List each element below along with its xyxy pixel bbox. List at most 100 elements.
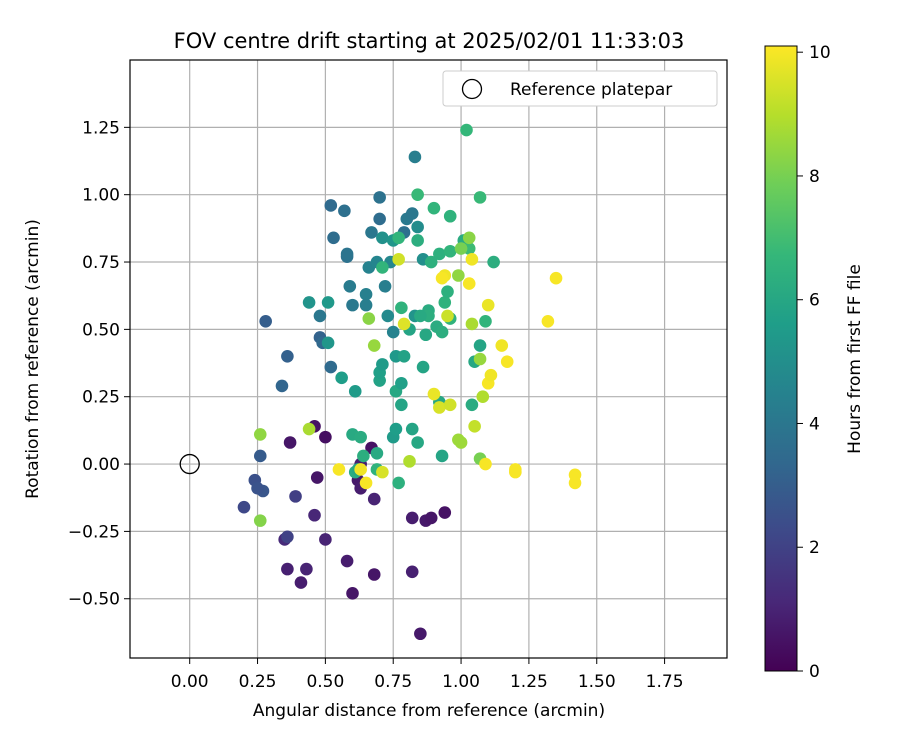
data-point: [465, 398, 479, 412]
data-point: [308, 508, 321, 522]
data-point: [479, 457, 492, 471]
data-point: [354, 463, 367, 476]
data-point: [479, 314, 492, 328]
data-point: [348, 385, 362, 398]
y-tick-label: 0.75: [82, 253, 120, 273]
data-point: [253, 428, 267, 441]
data-point: [411, 220, 424, 234]
data-point: [473, 352, 487, 366]
data-point: [443, 398, 457, 412]
y-tick-label: 0.25: [82, 388, 120, 408]
data-point: [310, 471, 324, 484]
data-point: [452, 269, 465, 282]
data-point: [289, 490, 302, 503]
x-tick-label: 0.75: [374, 672, 412, 692]
data-point: [378, 279, 392, 293]
colorbar-gradient: [764, 45, 798, 672]
data-point: [338, 204, 351, 218]
data-point: [495, 339, 509, 352]
data-point: [365, 226, 378, 239]
data-point: [332, 463, 346, 476]
data-point: [367, 339, 381, 352]
data-point: [302, 422, 316, 436]
data-point: [481, 298, 495, 312]
data-point: [283, 436, 297, 449]
data-point: [373, 191, 386, 204]
data-point: [411, 234, 424, 247]
data-point: [443, 209, 457, 223]
colorbar-tick-label: 2: [809, 538, 820, 558]
data-point: [454, 242, 468, 255]
data-point: [438, 296, 452, 309]
data-point: [465, 317, 479, 331]
data-point: [354, 430, 367, 444]
data-point: [405, 511, 419, 525]
data-points: [179, 123, 582, 641]
data-point: [414, 627, 427, 641]
y-axis-ticks: −0.50 −0.25 0.00 0.25 0.50 0.75 1.00 1.25: [68, 118, 130, 610]
data-point: [397, 317, 411, 331]
data-point: [281, 530, 294, 544]
data-point: [259, 314, 272, 328]
data-point: [462, 277, 476, 290]
colorbar-label: Hours from first FF file: [845, 264, 865, 454]
x-tick-label: 1.25: [510, 672, 548, 692]
data-point: [367, 492, 381, 506]
data-point: [441, 309, 454, 323]
y-tick-label: 0.00: [82, 455, 120, 475]
colorbar: 0 2 4 6 8 10 Hours from first FF file: [764, 43, 865, 682]
data-point: [319, 533, 332, 546]
data-point: [275, 379, 289, 393]
data-point: [462, 231, 476, 245]
data-point: [253, 449, 267, 463]
data-point: [568, 476, 582, 490]
x-tick-label: 0.00: [171, 672, 209, 692]
data-point: [416, 360, 430, 374]
data-point: [509, 465, 522, 479]
colorbar-ticks: 0 2 4 6 8 10: [797, 43, 831, 682]
data-point: [397, 350, 411, 363]
x-tick-label: 0.50: [306, 672, 344, 692]
x-tick-label: 1.00: [442, 672, 480, 692]
data-point: [300, 562, 313, 576]
data-point: [395, 398, 408, 412]
data-point: [359, 298, 373, 312]
y-tick-label: −0.50: [68, 590, 120, 610]
data-point: [376, 358, 389, 371]
x-tick-label: 1.50: [578, 672, 616, 692]
colorbar-tick-label: 8: [809, 167, 820, 187]
chart-title: FOV centre drift starting at 2025/02/01 …: [174, 29, 685, 53]
data-point: [389, 422, 403, 436]
data-point: [362, 312, 376, 325]
x-axis-label: Angular distance from reference (arcmin): [253, 701, 605, 721]
data-point: [452, 433, 465, 447]
legend: Reference platepar: [442, 70, 718, 107]
data-point: [411, 436, 424, 449]
data-point: [427, 387, 441, 401]
data-point: [313, 309, 327, 323]
data-point: [357, 449, 370, 463]
data-point: [340, 247, 354, 261]
data-point: [395, 376, 408, 390]
data-point: [376, 231, 389, 245]
data-point: [500, 355, 514, 368]
data-point: [487, 255, 500, 269]
data-point: [443, 244, 457, 258]
data-point: [367, 568, 381, 581]
data-point: [419, 328, 433, 342]
data-point: [414, 309, 427, 323]
x-tick-label: 1.75: [646, 672, 684, 692]
y-tick-label: −0.25: [68, 522, 120, 542]
data-point: [484, 368, 498, 382]
data-point: [346, 587, 359, 600]
data-point: [468, 420, 481, 433]
legend-entry-reference: Reference platepar: [510, 80, 672, 100]
data-point: [321, 336, 335, 350]
legend-box: [442, 70, 718, 107]
colorbar-tick-label: 6: [809, 291, 820, 311]
data-point: [370, 446, 384, 460]
data-point: [408, 150, 422, 164]
data-point: [476, 390, 490, 404]
data-point: [376, 465, 389, 479]
